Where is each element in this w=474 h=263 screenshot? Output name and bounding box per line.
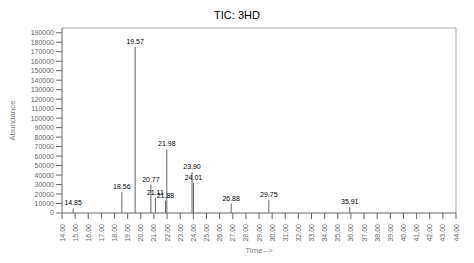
svg-text:38.00: 38.00 (374, 224, 381, 242)
svg-text:36.00: 36.00 (347, 224, 354, 242)
svg-text:110000: 110000 (31, 105, 54, 112)
svg-text:Abundance: Abundance (8, 100, 17, 141)
svg-text:18.56: 18.56 (113, 183, 131, 190)
svg-text:15.00: 15.00 (72, 224, 79, 242)
svg-text:14.00: 14.00 (59, 224, 66, 242)
svg-text:26.00: 26.00 (216, 224, 223, 242)
svg-text:35.00: 35.00 (334, 224, 341, 242)
svg-text:140000: 140000 (31, 77, 54, 84)
svg-text:21.98: 21.98 (158, 140, 176, 147)
svg-text:10000: 10000 (35, 200, 55, 207)
svg-text:24.01: 24.01 (185, 174, 203, 181)
svg-text:70000: 70000 (35, 143, 55, 150)
svg-text:37.00: 37.00 (361, 224, 368, 242)
svg-text:32.00: 32.00 (295, 224, 302, 242)
svg-text:27.00: 27.00 (229, 224, 236, 242)
svg-text:18.00: 18.00 (111, 224, 118, 242)
svg-text:150000: 150000 (31, 67, 54, 74)
svg-text:29.00: 29.00 (256, 224, 263, 242)
svg-text:30.00: 30.00 (269, 224, 276, 242)
svg-text:22.00: 22.00 (164, 224, 171, 242)
svg-text:Time-->: Time--> (245, 246, 273, 255)
svg-text:43.00: 43.00 (439, 224, 446, 242)
svg-text:23.00: 23.00 (177, 224, 184, 242)
svg-text:44.00: 44.00 (453, 224, 460, 242)
svg-text:40.00: 40.00 (400, 224, 407, 242)
svg-text:26.88: 26.88 (222, 195, 240, 202)
svg-text:180000: 180000 (31, 39, 54, 46)
svg-text:39.00: 39.00 (387, 224, 394, 242)
svg-text:120000: 120000 (31, 96, 54, 103)
svg-text:50000: 50000 (35, 162, 55, 169)
svg-text:0: 0 (50, 209, 54, 216)
svg-text:190000: 190000 (31, 29, 54, 36)
svg-text:17.00: 17.00 (98, 224, 105, 242)
svg-text:31.00: 31.00 (282, 224, 289, 242)
svg-text:33.00: 33.00 (308, 224, 315, 242)
svg-text:20000: 20000 (35, 191, 55, 198)
svg-text:25.00: 25.00 (203, 224, 210, 242)
svg-text:21.00: 21.00 (150, 224, 157, 242)
svg-text:41.00: 41.00 (413, 224, 420, 242)
svg-text:21.11: 21.11 (146, 188, 164, 196)
svg-text:24.00: 24.00 (190, 224, 197, 242)
svg-text:42.00: 42.00 (426, 224, 433, 242)
svg-text:30000: 30000 (35, 181, 55, 188)
svg-text:14.85: 14.85 (64, 199, 82, 206)
svg-text:16.00: 16.00 (85, 224, 92, 242)
svg-text:80000: 80000 (35, 134, 55, 141)
svg-text:23.90: 23.90 (183, 163, 201, 170)
svg-text:19.57: 19.57 (126, 38, 144, 45)
svg-text:60000: 60000 (35, 153, 55, 160)
svg-text:29.75: 29.75 (260, 191, 278, 198)
svg-text:21.88: 21.88 (157, 192, 175, 199)
svg-text:20.77: 20.77 (142, 176, 160, 183)
svg-text:20.00: 20.00 (137, 224, 144, 242)
svg-text:40000: 40000 (35, 172, 55, 179)
svg-text:34.00: 34.00 (321, 224, 328, 242)
svg-text:19.00: 19.00 (124, 224, 131, 242)
html-text:TIC: 3HD: TIC: 3HD (214, 9, 260, 21)
svg-text:170000: 170000 (31, 48, 54, 55)
svg-text:160000: 160000 (31, 58, 54, 65)
svg-text:130000: 130000 (31, 86, 54, 93)
svg-text:35.91: 35.91 (341, 198, 359, 205)
svg-text:28.00: 28.00 (242, 224, 249, 242)
svg-text:90000: 90000 (35, 124, 55, 131)
svg-text:100000: 100000 (31, 115, 54, 122)
